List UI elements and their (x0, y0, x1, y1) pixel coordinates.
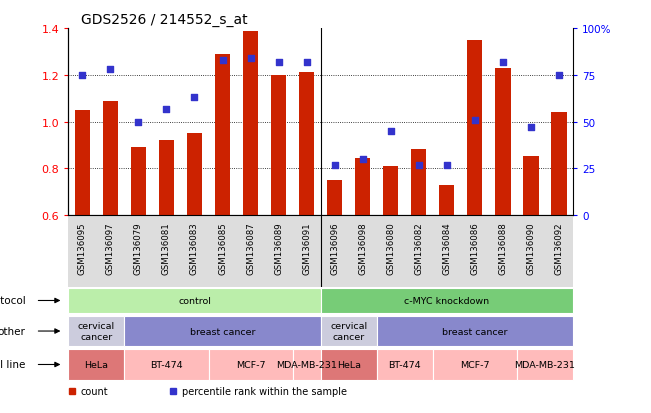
Point (273, 59, 284, 66)
Text: GSM136095: GSM136095 (78, 221, 87, 274)
Point (497, 59, 508, 66)
Bar (433, 349, 517, 380)
Text: GSM136092: GSM136092 (555, 221, 563, 274)
Bar (187, 134, 202, 216)
Bar (320, 288, 573, 313)
Point (357, 157, 368, 163)
Point (161, 106, 172, 113)
Bar (68, 349, 124, 380)
Bar (215, 55, 230, 216)
Text: protocol: protocol (0, 296, 25, 306)
Text: GSM136082: GSM136082 (414, 221, 423, 274)
Bar (495, 69, 510, 216)
Point (245, 55, 256, 62)
Bar (68, 316, 124, 347)
Text: breast cancer: breast cancer (189, 327, 255, 336)
Text: GSM136090: GSM136090 (527, 221, 535, 274)
Bar (383, 167, 398, 216)
Text: GSM136098: GSM136098 (358, 221, 367, 274)
Text: GSM136086: GSM136086 (470, 221, 479, 274)
Text: percentile rank within the sample: percentile rank within the sample (182, 386, 347, 396)
Bar (131, 148, 146, 216)
Text: GSM136079: GSM136079 (134, 221, 143, 274)
Text: GSM136089: GSM136089 (274, 221, 283, 274)
Bar (320, 316, 377, 347)
Text: GSM136080: GSM136080 (386, 221, 395, 274)
Point (441, 162, 452, 169)
Point (217, 57, 228, 64)
Text: GSM136085: GSM136085 (218, 221, 227, 274)
Text: count: count (81, 386, 109, 396)
Point (329, 162, 340, 169)
Bar (467, 40, 482, 216)
Text: MCF-7: MCF-7 (460, 360, 490, 369)
Text: cervical
cancer: cervical cancer (78, 322, 115, 341)
Bar (377, 349, 433, 380)
Point (413, 162, 424, 169)
Point (301, 59, 312, 66)
Bar (124, 349, 208, 380)
Text: BT-474: BT-474 (389, 360, 421, 369)
Point (385, 128, 396, 135)
Text: GSM136083: GSM136083 (190, 221, 199, 274)
Text: other: other (0, 326, 25, 336)
Text: control: control (178, 296, 211, 305)
Text: GSM136096: GSM136096 (330, 221, 339, 274)
Point (189, 95, 200, 101)
Text: cervical
cancer: cervical cancer (330, 322, 367, 341)
Text: breast cancer: breast cancer (442, 327, 508, 336)
Bar (523, 156, 538, 216)
Text: MCF-7: MCF-7 (236, 360, 266, 369)
Bar (103, 101, 118, 216)
Point (77, 72, 88, 79)
Point (105, 67, 116, 74)
Bar (551, 113, 566, 216)
Bar (124, 316, 320, 347)
Text: GSM136084: GSM136084 (442, 221, 451, 274)
Text: MDA-MB-231: MDA-MB-231 (514, 360, 575, 369)
Point (469, 117, 480, 124)
Text: BT-474: BT-474 (150, 360, 183, 369)
Bar (292, 349, 320, 380)
Bar (320, 349, 377, 380)
Text: GSM136087: GSM136087 (246, 221, 255, 274)
Bar (439, 185, 454, 216)
Text: GDS2526 / 214552_s_at: GDS2526 / 214552_s_at (81, 13, 248, 27)
Text: HeLa: HeLa (337, 360, 361, 369)
Bar (159, 141, 174, 216)
Text: GSM136097: GSM136097 (106, 221, 115, 274)
Text: c-MYC knockdown: c-MYC knockdown (404, 296, 490, 305)
Bar (377, 316, 573, 347)
Bar (68, 288, 320, 313)
Text: HeLa: HeLa (85, 360, 108, 369)
Point (133, 119, 144, 126)
Bar (243, 32, 258, 216)
Point (553, 72, 564, 79)
Bar (355, 159, 370, 216)
Text: GSM136088: GSM136088 (498, 221, 507, 274)
Text: MDA-MB-231: MDA-MB-231 (276, 360, 337, 369)
Bar (271, 76, 286, 216)
Text: GSM136081: GSM136081 (162, 221, 171, 274)
Bar (75, 111, 90, 216)
Bar (517, 349, 573, 380)
Bar (327, 181, 342, 216)
Text: GSM136091: GSM136091 (302, 221, 311, 274)
Text: cell line: cell line (0, 360, 25, 370)
Bar (299, 73, 314, 216)
Bar (208, 349, 292, 380)
Point (525, 125, 536, 131)
Bar (411, 149, 426, 216)
